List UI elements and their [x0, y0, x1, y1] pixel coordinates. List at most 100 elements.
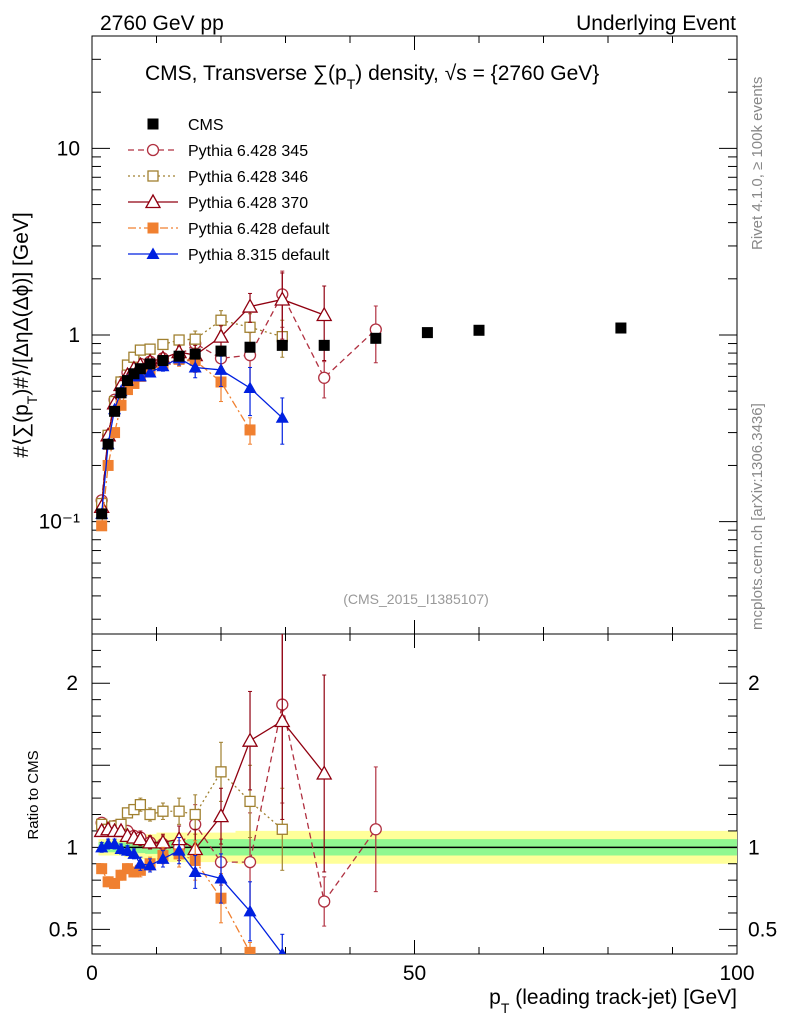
- ratio-point: [156, 852, 170, 864]
- ratio-point: [274, 712, 291, 728]
- data-point: [128, 368, 140, 380]
- data-point: [189, 348, 201, 360]
- plot-title: CMS, Transverse ∑(pT) density, √s = {276…: [145, 62, 599, 92]
- x-tick-label: 0: [86, 962, 98, 985]
- svg-text:pT (leading track-jet) [GeV]: pT (leading track-jet) [GeV]: [489, 986, 737, 1016]
- legend-marker: [147, 222, 159, 234]
- y-tick-label: 1: [68, 324, 80, 347]
- ratio-point: [244, 795, 256, 808]
- x-tick-label: 100: [719, 962, 754, 985]
- legend-entry-p370: Pythia 6.428 370: [128, 193, 308, 212]
- data-point: [318, 371, 331, 384]
- ratio-point: [108, 837, 122, 850]
- data-point: [102, 459, 114, 471]
- data-point: [316, 306, 333, 322]
- y-tick-label: 10: [57, 137, 80, 160]
- y-tick-label: 10⁻¹: [39, 511, 80, 534]
- data-point: [243, 381, 257, 394]
- data-point: [244, 424, 256, 436]
- ratio-point: [214, 872, 228, 884]
- ratio-point: [96, 863, 108, 875]
- rivet-label: Rivet 4.1.0, ≥ 100k events: [749, 77, 766, 250]
- ratio-point: [157, 805, 169, 817]
- legend-marker: [144, 193, 162, 209]
- ratio-point: [120, 844, 134, 856]
- svg-text:#⟨∑(pT)#⟩/[ΔηΔ(Δϕ)] [GeV]: #⟨∑(pT)#⟩/[ΔηΔ(Δϕ)] [GeV]: [10, 212, 40, 457]
- legend-entry-p346: Pythia 6.428 346: [128, 169, 308, 186]
- ratio-point: [276, 823, 288, 835]
- legend-label: Pythia 8.315 default: [188, 247, 330, 264]
- data-point: [115, 399, 127, 411]
- series-line: [101, 298, 325, 507]
- ratio-point: [243, 904, 257, 917]
- legend-entry-cms: CMS: [147, 117, 224, 134]
- ratio-point: [369, 823, 382, 836]
- ratio-point: [132, 830, 149, 846]
- header-right: Underlying Event: [576, 12, 736, 35]
- data-point: [276, 339, 288, 351]
- data-series: [93, 270, 627, 954]
- legend-entry-p8def: Pythia 8.315 default: [128, 247, 330, 264]
- legend-label: Pythia 6.428 370: [188, 195, 308, 212]
- ratio-point: [215, 766, 227, 778]
- data-point: [157, 338, 169, 351]
- data-point: [274, 291, 291, 306]
- data-point: [121, 384, 133, 396]
- series-main-cms: [96, 322, 627, 520]
- data-point: [244, 341, 256, 353]
- data-point: [144, 343, 156, 355]
- legend-label: Pythia 6.428 default: [188, 221, 330, 238]
- ratio-tick-label-right: 0.5: [748, 918, 777, 941]
- ratio-point: [115, 869, 127, 881]
- data-point: [215, 314, 227, 326]
- data-point: [244, 321, 256, 333]
- data-point: [370, 332, 382, 344]
- ratio-point: [102, 876, 114, 888]
- data-point: [143, 365, 157, 378]
- legend-marker: [146, 143, 160, 157]
- main-y-label: #⟨∑(pT)#⟩/[ΔηΔ(Δϕ)] [GeV]: [10, 212, 40, 457]
- ratio-point: [133, 857, 147, 869]
- x-tick-label: 50: [403, 962, 426, 985]
- data-point: [134, 344, 147, 356]
- ratio-point: [95, 840, 109, 853]
- ratio-point: [134, 799, 147, 811]
- data-point: [102, 438, 114, 450]
- data-point: [318, 339, 330, 351]
- ratio-point: [144, 808, 156, 821]
- ratio-tick-label: 1: [66, 836, 78, 859]
- ratio-point: [127, 847, 141, 859]
- legend-marker: [147, 170, 159, 182]
- svg-text:CMS, Transverse ∑(pT) density,: CMS, Transverse ∑(pT) density, √s = {276…: [145, 62, 599, 92]
- ratio-tick-label: 0.5: [49, 918, 78, 941]
- data-point: [241, 298, 259, 313]
- ratio-panel-frame: [91, 633, 738, 955]
- legend-entry-p6def: Pythia 6.428 default: [128, 221, 330, 238]
- data-point: [275, 411, 289, 423]
- data-point: [96, 520, 108, 532]
- x-axis-label: pT (leading track-jet) [GeV]: [489, 986, 737, 1016]
- data-point: [173, 350, 185, 362]
- ratio-point: [212, 807, 230, 823]
- data-point: [188, 360, 202, 373]
- data-point: [144, 358, 156, 370]
- legend: CMS Pythia 6.428 345 Pythia 6.428 346 Pythi…: [128, 117, 330, 264]
- legend-label: Pythia 6.428 345: [188, 143, 308, 160]
- data-point: [115, 387, 127, 399]
- data-point: [173, 334, 185, 346]
- data-point: [212, 328, 230, 343]
- ratio-tick-label: 2: [66, 672, 78, 695]
- ratio-point: [172, 844, 186, 856]
- ratio-point: [189, 808, 201, 821]
- data-point: [214, 363, 228, 375]
- ratio-point: [121, 863, 133, 875]
- data-point: [157, 355, 169, 367]
- analysis-watermark: (CMS_2015_I1385107): [343, 591, 489, 607]
- header-left: 2760 GeV pp: [100, 12, 224, 35]
- ratio-y-label: Ratio to CMS: [25, 750, 42, 839]
- ratio-point: [188, 865, 202, 877]
- ratio-point: [318, 895, 331, 908]
- ratio-point: [243, 855, 257, 869]
- mcplots-label: mcplots.cern.ch [arXiv:1306.3436]: [749, 403, 766, 630]
- ratio-line: [101, 720, 325, 850]
